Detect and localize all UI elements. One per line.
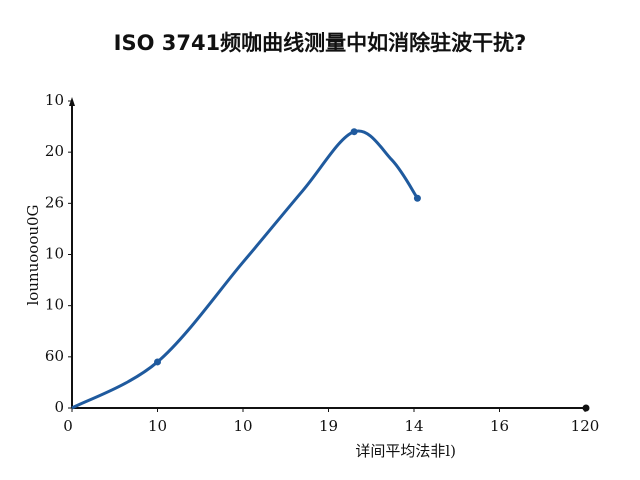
point <box>350 128 358 136</box>
x-tick-label: 10 <box>148 417 167 435</box>
x-axis-end <box>582 404 590 412</box>
x-tick-label: 14 <box>404 417 423 435</box>
y-tick-label: 10 <box>45 91 64 109</box>
x-tick-label: 10 <box>233 417 252 435</box>
point <box>413 194 421 202</box>
y-tick-label: 26 <box>45 193 64 211</box>
x-axis-label: 详间平均法非l) <box>355 442 456 460</box>
x-tick-label: 16 <box>490 417 509 435</box>
x-tick-label: 120 <box>571 417 600 435</box>
y-tick-label: 10 <box>45 245 64 263</box>
y-tick-label: 0 <box>54 398 64 416</box>
y-tick-label: 10 <box>45 296 64 314</box>
line <box>71 129 419 410</box>
y-tick-label: 60 <box>45 347 64 365</box>
point <box>154 358 161 366</box>
x-tick-label: 0 <box>63 417 73 435</box>
chart-title: ISO 3741频咖曲线测量中如消除驻波干扰? <box>114 31 527 55</box>
y-axis-label: lounuooou0G <box>24 204 42 305</box>
y-tick-label: 20 <box>45 142 64 160</box>
x-tick-label: 19 <box>319 417 338 435</box>
